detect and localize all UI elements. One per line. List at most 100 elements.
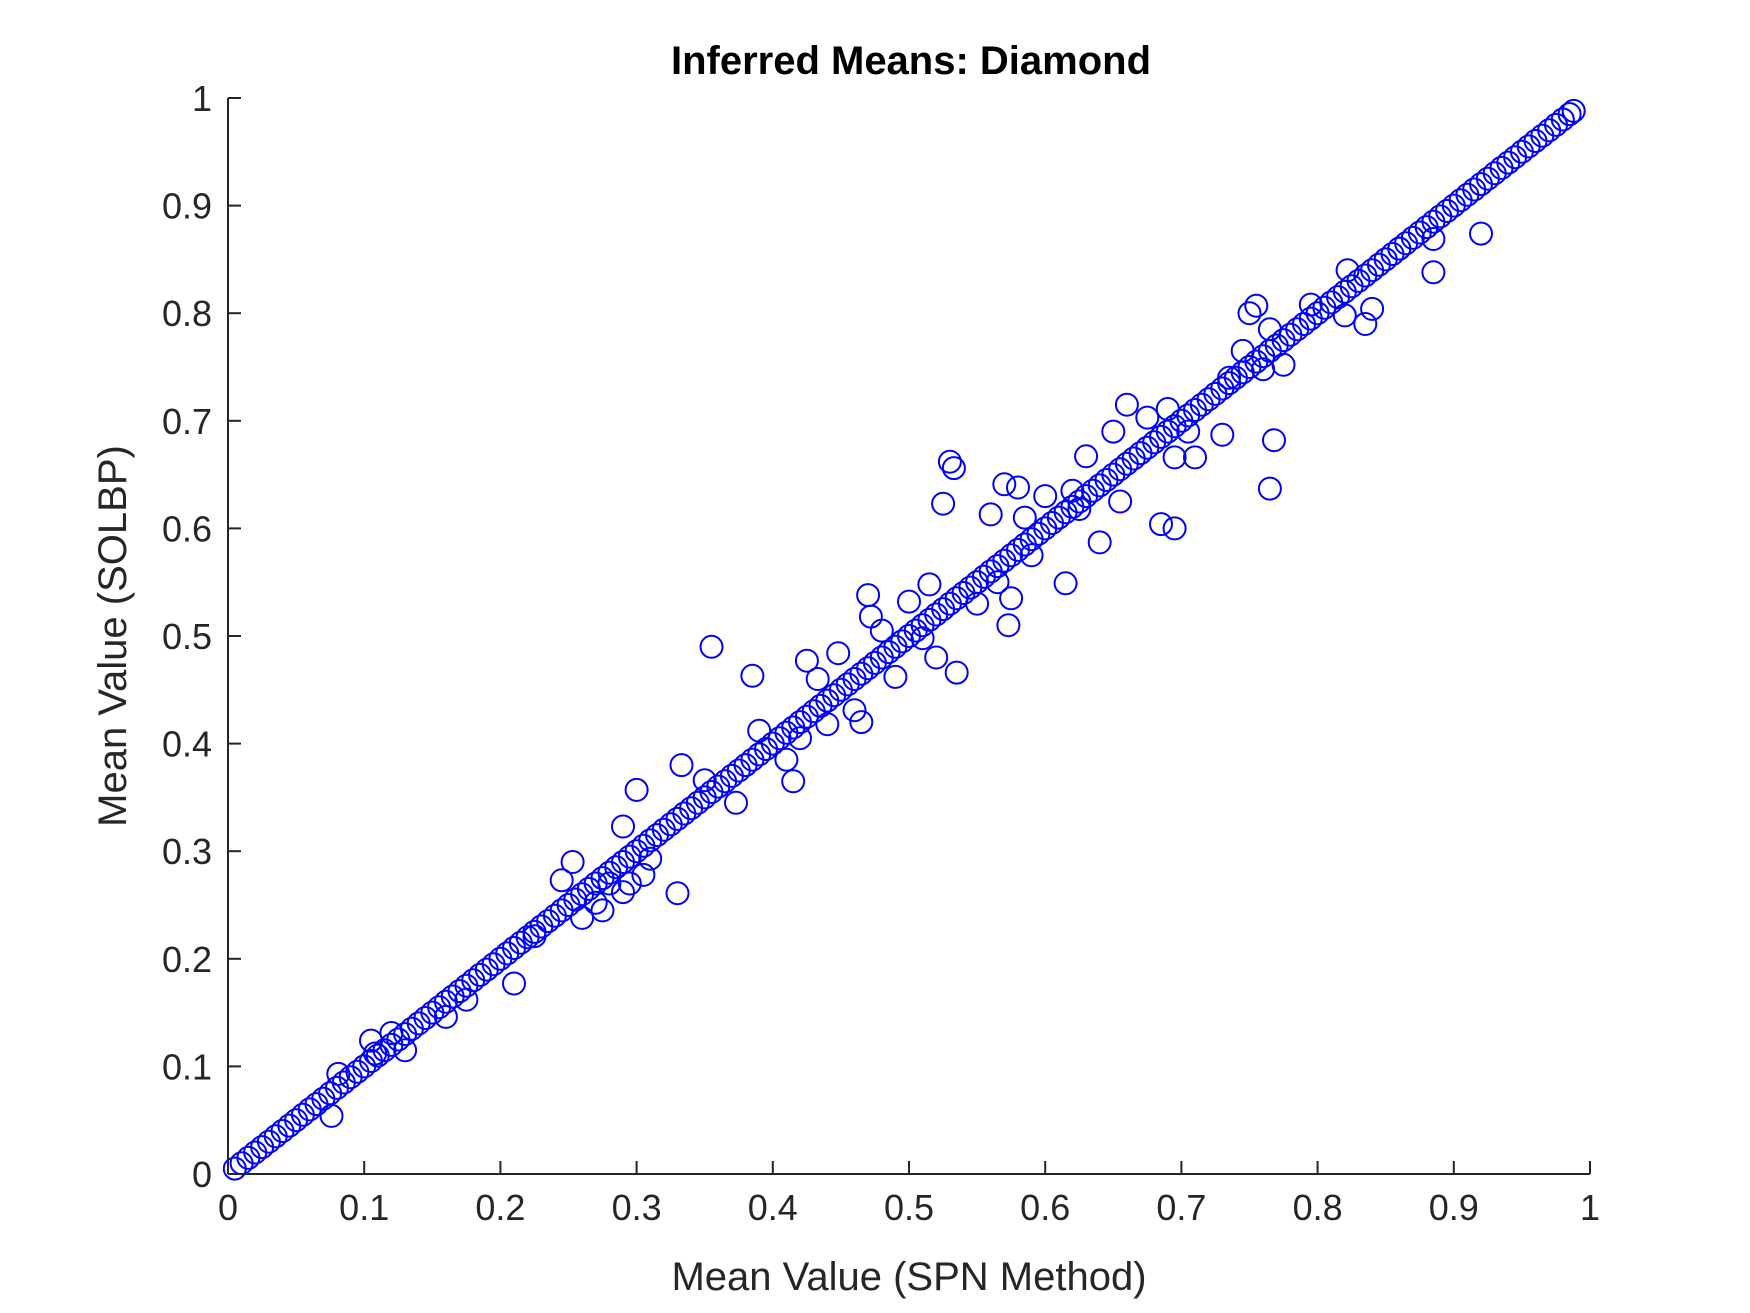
data-point — [781, 769, 806, 794]
data-point — [363, 1041, 388, 1066]
data-point — [319, 1103, 344, 1128]
data-point — [941, 456, 966, 481]
data-point — [747, 718, 772, 743]
data-point — [1006, 475, 1030, 500]
data-point — [1019, 543, 1044, 568]
x-tick-label: 0.1 — [339, 1187, 389, 1228]
y-tick-label: 0.9 — [162, 186, 212, 227]
data-point — [1067, 497, 1092, 521]
data-point — [978, 502, 1003, 527]
data-point — [805, 667, 830, 691]
y-tick-label: 1 — [192, 78, 212, 119]
y-axis-label: Mean Value (SOLBP) — [91, 445, 135, 827]
data-point — [1033, 484, 1058, 509]
x-axis-label: Mean Value (SPN Method) — [671, 1255, 1146, 1299]
data-point — [1335, 258, 1360, 283]
data-point — [1230, 338, 1255, 363]
data-point — [794, 648, 819, 673]
y-tick-label: 0.6 — [162, 508, 212, 549]
x-tick-label: 0.7 — [1156, 1187, 1206, 1228]
x-tick-label: 0 — [218, 1187, 238, 1228]
data-point — [617, 871, 642, 896]
x-tick-label: 0.8 — [1293, 1187, 1343, 1228]
data-point — [985, 570, 1010, 595]
data-point — [774, 747, 799, 772]
data-point — [611, 814, 635, 839]
data-point — [1387, 236, 1412, 261]
data-point — [724, 790, 748, 815]
y-tick-label: 0.7 — [162, 401, 212, 442]
data-point — [433, 1004, 458, 1029]
data-point — [590, 898, 615, 923]
x-tick-label: 0.5 — [884, 1187, 934, 1228]
data-point — [1135, 405, 1160, 430]
data-point — [570, 905, 595, 930]
data-point — [1162, 516, 1187, 541]
data-point — [454, 987, 479, 1012]
data-point — [1114, 392, 1139, 417]
data-point — [379, 1021, 404, 1045]
data-point — [611, 880, 635, 905]
x-tick-label: 0.6 — [1020, 1187, 1070, 1228]
data-point — [1162, 445, 1187, 470]
y-tick-label: 0.1 — [162, 1046, 212, 1087]
data-point — [996, 613, 1021, 638]
data-point — [669, 753, 694, 778]
x-tick-label: 0.3 — [612, 1187, 662, 1228]
y-tick-label: 0 — [192, 1154, 212, 1195]
data-point — [1217, 365, 1242, 390]
y-tick-label: 0.4 — [162, 724, 212, 765]
data-point — [1074, 444, 1099, 469]
data-point — [1421, 227, 1446, 251]
data-point — [560, 850, 585, 874]
data-point — [699, 634, 724, 659]
y-tick-label: 0.5 — [162, 616, 212, 657]
data-point — [1012, 505, 1037, 530]
data-point — [1210, 422, 1235, 447]
data-point — [1332, 303, 1357, 328]
y-tick-label: 0.8 — [162, 293, 212, 334]
data-point — [1087, 530, 1112, 555]
data-point — [897, 589, 921, 614]
data-point — [869, 618, 894, 643]
x-tick-label: 1 — [1580, 1187, 1600, 1228]
y-axis-ticks: 0 0.1 0.2 0.3 0.4 0.5 0.6 0.7 0.8 0.9 1 — [162, 78, 241, 1195]
data-point — [917, 572, 942, 597]
data-point — [597, 871, 622, 896]
x-tick-label: 0.4 — [748, 1187, 798, 1228]
data-point — [1561, 98, 1586, 123]
data-points — [222, 98, 1586, 1181]
data-point — [1271, 352, 1296, 377]
data-point — [965, 591, 990, 616]
data-point — [502, 971, 526, 996]
data-point — [826, 641, 851, 666]
data-point — [788, 726, 812, 751]
data-point — [631, 862, 656, 887]
data-point — [883, 664, 908, 689]
y-tick-label: 0.2 — [162, 939, 212, 980]
data-point — [1176, 419, 1201, 444]
x-axis-ticks: 0 0.1 0.2 0.3 0.4 0.5 0.6 0.7 0.8 0.9 1 — [218, 1161, 1600, 1228]
data-point — [638, 846, 663, 871]
data-point — [937, 449, 962, 474]
data-point — [624, 777, 649, 802]
data-point — [1237, 301, 1262, 326]
data-point — [910, 626, 935, 651]
data-point — [849, 710, 874, 735]
data-point — [1360, 296, 1385, 321]
data-point — [740, 663, 765, 688]
data-point — [583, 890, 608, 915]
data-point — [1298, 292, 1323, 317]
data-point — [549, 868, 574, 893]
data-point — [359, 1028, 383, 1053]
data-point — [1557, 102, 1582, 127]
data-point — [815, 712, 840, 737]
data-point — [665, 881, 690, 906]
data-point — [992, 472, 1017, 497]
data-point — [931, 491, 956, 516]
data-point — [1262, 428, 1286, 453]
data-point — [522, 924, 547, 949]
data-point — [1244, 293, 1269, 318]
data-point — [1421, 260, 1446, 285]
